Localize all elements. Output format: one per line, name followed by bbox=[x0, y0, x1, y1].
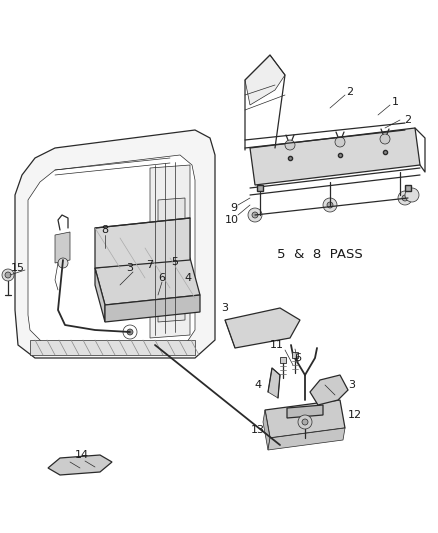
Text: 1: 1 bbox=[391, 97, 398, 107]
Polygon shape bbox=[95, 258, 200, 305]
Text: 4: 4 bbox=[254, 380, 261, 390]
Polygon shape bbox=[267, 428, 344, 450]
Polygon shape bbox=[28, 155, 194, 345]
Text: 14: 14 bbox=[75, 450, 89, 460]
Polygon shape bbox=[244, 55, 284, 105]
Text: 6: 6 bbox=[158, 273, 165, 283]
Polygon shape bbox=[150, 165, 190, 338]
Text: 2: 2 bbox=[346, 87, 353, 97]
Text: 7: 7 bbox=[146, 260, 153, 270]
Circle shape bbox=[58, 258, 68, 268]
Circle shape bbox=[301, 419, 307, 425]
Polygon shape bbox=[249, 128, 419, 185]
Polygon shape bbox=[309, 375, 347, 405]
Polygon shape bbox=[15, 130, 215, 358]
Text: 5  &  8  PASS: 5 & 8 PASS bbox=[276, 248, 362, 262]
Circle shape bbox=[334, 137, 344, 147]
Circle shape bbox=[284, 140, 294, 150]
Polygon shape bbox=[48, 455, 112, 475]
Circle shape bbox=[379, 134, 389, 144]
Polygon shape bbox=[225, 308, 299, 348]
Polygon shape bbox=[262, 410, 269, 450]
Polygon shape bbox=[95, 268, 105, 322]
Circle shape bbox=[123, 325, 137, 339]
Circle shape bbox=[2, 269, 14, 281]
Text: 4: 4 bbox=[184, 273, 191, 283]
Polygon shape bbox=[265, 400, 344, 438]
Circle shape bbox=[247, 208, 261, 222]
Text: 13: 13 bbox=[251, 425, 265, 435]
Text: 8: 8 bbox=[101, 225, 108, 235]
Text: 5: 5 bbox=[171, 257, 178, 267]
Polygon shape bbox=[105, 295, 200, 322]
Polygon shape bbox=[158, 198, 184, 252]
Text: 3: 3 bbox=[221, 303, 228, 313]
Text: 11: 11 bbox=[269, 340, 283, 350]
Circle shape bbox=[397, 191, 411, 205]
Circle shape bbox=[322, 198, 336, 212]
Text: 12: 12 bbox=[347, 410, 361, 420]
Text: 6: 6 bbox=[294, 353, 301, 363]
Polygon shape bbox=[95, 218, 190, 268]
Text: 2: 2 bbox=[403, 115, 410, 125]
Polygon shape bbox=[286, 405, 322, 418]
Polygon shape bbox=[158, 258, 184, 322]
Polygon shape bbox=[267, 368, 279, 398]
Circle shape bbox=[251, 212, 258, 218]
Polygon shape bbox=[55, 232, 70, 263]
Text: 3: 3 bbox=[126, 263, 133, 273]
Circle shape bbox=[401, 195, 407, 201]
Circle shape bbox=[404, 188, 418, 202]
Text: 9: 9 bbox=[230, 203, 237, 213]
Circle shape bbox=[127, 329, 133, 335]
Circle shape bbox=[326, 202, 332, 208]
Circle shape bbox=[297, 415, 311, 429]
Text: 15: 15 bbox=[11, 263, 25, 273]
Circle shape bbox=[5, 272, 11, 278]
Text: 10: 10 bbox=[225, 215, 238, 225]
Polygon shape bbox=[30, 340, 194, 355]
Text: 3: 3 bbox=[348, 380, 355, 390]
